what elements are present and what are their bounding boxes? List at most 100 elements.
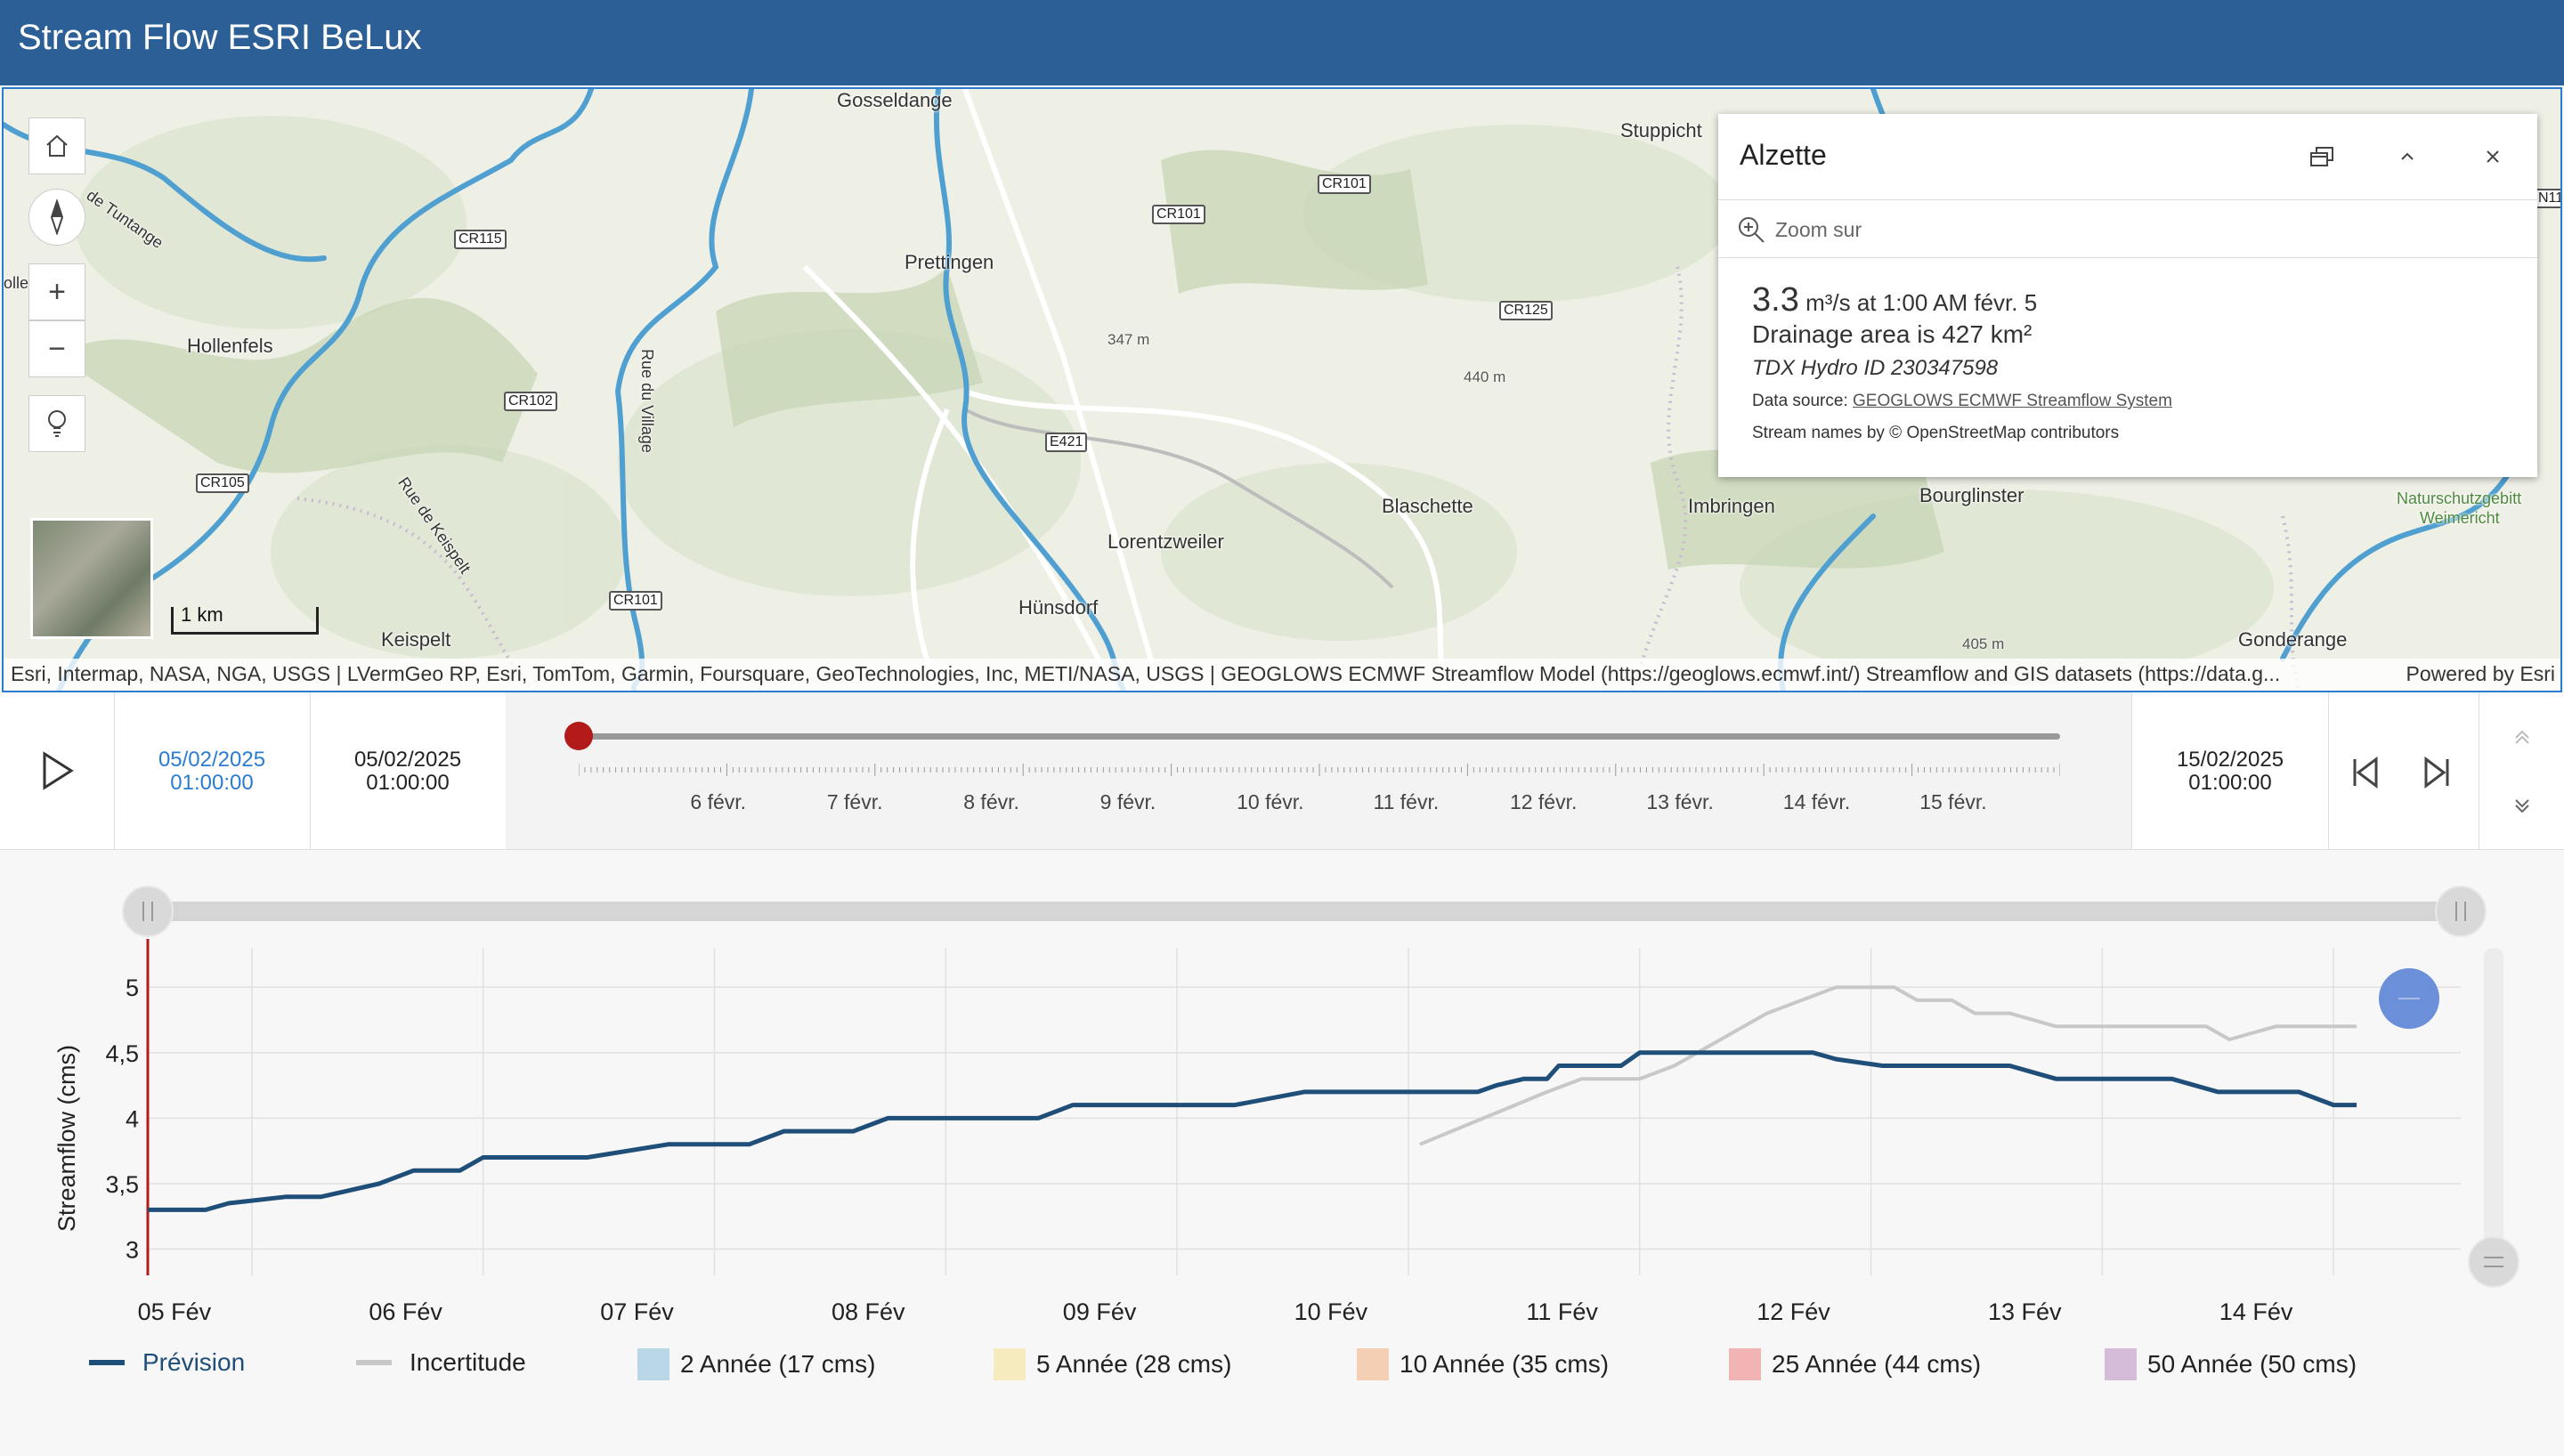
step-back-icon <box>2353 756 2378 789</box>
vertical-handle-bottom[interactable] <box>2468 1236 2519 1288</box>
time-end: 15/02/2025 01:00:00 <box>2131 692 2329 849</box>
hydrograph-panel: 5 4,5 4 3,5 3 05 Fév 06 Fév 07 Fév 08 Fév 09 Fév 1… <box>0 850 2564 1456</box>
data-source-prefix: Data source: <box>1752 392 1853 410</box>
vertical-scrollbar[interactable] <box>2484 948 2503 1250</box>
dock-button[interactable] <box>2302 137 2341 176</box>
feature-popup: Alzette Zoom sur 3.3 m³/s at 1:00 AM fév… <box>1718 114 2537 477</box>
previous-button[interactable] <box>2338 746 2391 799</box>
legend-item[interactable]: 50 Année (50 cms) <box>2105 1348 2357 1380</box>
scale-bar: 1 km <box>171 603 319 635</box>
basemap-toggle[interactable] <box>30 518 153 639</box>
map-label-hollenfels: Hollenfels <box>187 335 273 357</box>
drainage-area: Drainage area is 427 km² <box>1752 320 2033 348</box>
slider-tick-label: 10 févr. <box>1237 790 1304 813</box>
hydrograph-chart[interactable]: 5 4,5 4 3,5 3 05 Fév 06 Fév 07 Fév 08 Fév 09 Fév 1… <box>0 850 2564 1456</box>
x-tick-label: 07 Fév <box>600 1298 674 1325</box>
legend-bulb-button[interactable] <box>28 395 85 452</box>
legend-box-swatch <box>1357 1348 1389 1380</box>
legend-label: 2 Année (17 cms) <box>680 1350 876 1378</box>
step-forward-icon <box>2424 756 2449 789</box>
map-label-blaschette: Blaschette <box>1382 495 1473 517</box>
play-button[interactable] <box>0 692 115 849</box>
end-time: 01:00:00 <box>2188 771 2272 795</box>
attribution-text[interactable]: Esri, Intermap, NASA, NGA, USGS | LVermG… <box>11 662 2281 685</box>
x-tick-label: 05 Fév <box>138 1298 212 1325</box>
legend-box-swatch <box>994 1348 1026 1380</box>
x-tick-label: 14 Fév <box>2219 1298 2293 1325</box>
slider-tick-label: 15 févr. <box>1919 790 1987 813</box>
current-time: 01:00:00 <box>366 771 450 795</box>
osm-credit: Stream names by © OpenStreetMap contribu… <box>1752 424 2120 442</box>
legend-label: Incertitude <box>410 1348 526 1376</box>
road-sign-cr102: CR102 <box>504 392 557 411</box>
map-label-keispelt: Keispelt <box>381 628 451 651</box>
legend-label: 50 Année (50 cms) <box>2147 1350 2357 1378</box>
zoom-out-button[interactable]: − <box>28 320 85 377</box>
data-source: Data source: GEOGLOWS ECMWF Streamflow S… <box>1752 392 2172 411</box>
slider-tick-label: 13 févr. <box>1646 790 1714 813</box>
zoom-in-button[interactable]: + <box>28 263 85 320</box>
slider-area[interactable]: 6 févr. 7 févr. 8 févr. 9 févr. 10 févr. 11 f… <box>506 692 2131 849</box>
series-line-incertitude[interactable] <box>1419 985 2357 1146</box>
flow-reading: 3.3 m³/s at 1:00 AM févr. 5 <box>1752 281 2037 320</box>
range-handle-right[interactable] <box>2435 886 2487 937</box>
legend-label: 5 Année (28 cms) <box>1036 1350 1232 1378</box>
vertical-handle-top[interactable] <box>2379 968 2439 1029</box>
next-button[interactable] <box>2411 746 2464 799</box>
x-tick-label: 10 Fév <box>1294 1298 1368 1325</box>
home-button[interactable] <box>28 117 85 174</box>
zoom-to-action[interactable]: Zoom sur <box>1718 200 2537 257</box>
legend-box-swatch <box>637 1348 669 1380</box>
close-icon <box>2487 150 2499 163</box>
map-canvas[interactable] <box>4 89 2562 692</box>
map-label-prettingen: Prettingen <box>905 251 994 273</box>
data-source-link[interactable]: GEOGLOWS ECMWF Streamflow System <box>1853 392 2172 410</box>
map-attribution: Esri, Intermap, NASA, NGA, USGS | LVermG… <box>4 659 2560 691</box>
legend-item[interactable]: Prévision <box>89 1348 245 1377</box>
app-title: Stream Flow ESRI BeLux <box>18 18 422 57</box>
legend-item[interactable]: Incertitude <box>356 1348 526 1377</box>
dock-icon <box>2310 147 2333 166</box>
slider-track[interactable] <box>579 733 2060 740</box>
flow-unit: m³/s at 1:00 AM févr. 5 <box>1805 289 2038 316</box>
road-sign-cr101-c: CR101 <box>609 591 662 611</box>
legend-item[interactable]: 2 Année (17 cms) <box>637 1348 875 1380</box>
current-date: 05/02/2025 <box>353 748 462 772</box>
range-scrollbar[interactable] <box>148 902 2461 921</box>
legend-box-swatch <box>1729 1348 1761 1380</box>
map-label-stuppicht: Stuppicht <box>1620 119 1702 142</box>
legend-item[interactable]: 5 Année (28 cms) <box>994 1348 1231 1380</box>
range-handle-left[interactable] <box>122 886 174 937</box>
powered-by-esri[interactable]: Powered by Esri <box>2406 662 2555 685</box>
y-tick-label: 3 <box>126 1237 139 1264</box>
zoom-out-icon: − <box>48 331 66 366</box>
slider-tick-label: 9 févr. <box>1099 790 1156 813</box>
legend-box-swatch <box>2105 1348 2137 1380</box>
elevation-label: 347 m <box>1108 331 1150 348</box>
chevron-down-icon[interactable] <box>2511 797 2533 819</box>
zoom-to-icon <box>1739 217 1765 243</box>
slider-thumb[interactable] <box>564 722 593 750</box>
map-label-gonderange: Gonderange <box>2238 628 2348 651</box>
time-start: 05/02/2025 01:00:00 <box>114 692 311 849</box>
chevron-up-icon[interactable] <box>2511 724 2533 746</box>
flow-value: 3.3 <box>1752 281 1799 319</box>
map-label-naturschutzgebitt: Naturschutzgebitt <box>2397 489 2522 507</box>
x-tick-label: 13 Fév <box>1988 1298 2062 1325</box>
scale-bar-label: 1 km <box>181 603 223 626</box>
slider-minor-ticks <box>579 764 2060 776</box>
legend-item[interactable]: 10 Année (35 cms) <box>1357 1348 1609 1380</box>
compass-button[interactable] <box>28 189 85 246</box>
legend-item[interactable]: 25 Année (44 cms) <box>1729 1348 1981 1380</box>
panel-toggle <box>2479 692 2564 849</box>
collapse-button[interactable] <box>2388 137 2427 176</box>
close-button[interactable] <box>2473 137 2512 176</box>
x-tick-label: 11 Fév <box>1526 1298 1598 1325</box>
y-tick-label: 4 <box>126 1105 139 1132</box>
x-tick-label: 09 Fév <box>1063 1298 1137 1325</box>
legend-line-swatch <box>356 1360 392 1365</box>
series-line-prevision[interactable] <box>148 1050 2357 1212</box>
compass-icon <box>50 199 64 235</box>
tdx-hydro-id: TDX Hydro ID 230347598 <box>1752 356 1999 380</box>
zoom-in-icon: + <box>48 274 66 309</box>
